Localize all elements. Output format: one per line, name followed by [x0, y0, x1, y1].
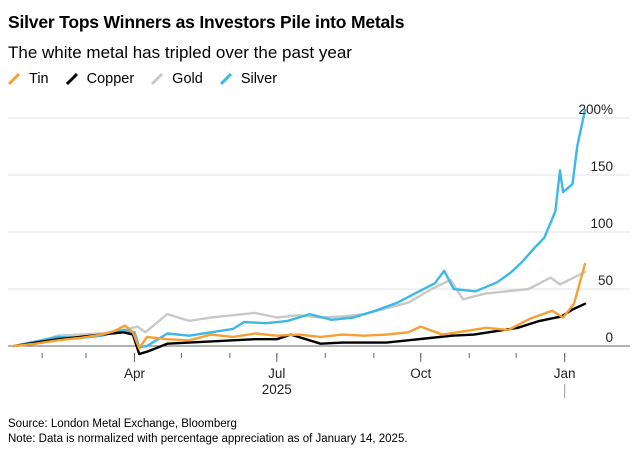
legend-item-tin: Tin — [8, 71, 49, 87]
legend-label-silver: Silver — [240, 71, 278, 87]
source-note: Source: London Metal Exchange, Bloomberg — [8, 418, 237, 430]
legend-label-copper: Copper — [86, 71, 135, 87]
y-tick-label: 100 — [590, 216, 613, 231]
chart-title: Silver Tops Winners as Investors Pile in… — [8, 12, 405, 32]
legend-label-gold: Gold — [172, 71, 203, 87]
legend-item-gold: Gold — [151, 71, 203, 87]
y-tick-label: 0 — [605, 330, 613, 345]
legend-item-copper: Copper — [65, 71, 135, 87]
y-axis-tick-labels: 0 50 100 150 200% — [578, 102, 613, 345]
x-tick-label: Jan — [554, 366, 576, 381]
data-note: Note: Data is normalized with percentage… — [8, 433, 408, 445]
chart-subtitle: The white metal has tripled over the pas… — [8, 43, 352, 62]
legend-swatch-tin — [8, 72, 21, 86]
series-lines — [12, 108, 587, 356]
x-year-label: 2025 — [262, 382, 292, 397]
x-tick-label: Oct — [410, 366, 431, 381]
legend-swatch-copper — [65, 72, 78, 86]
y-tick-label: 150 — [590, 159, 613, 174]
series-line-silver — [12, 108, 587, 349]
series-line-tin — [12, 262, 587, 350]
x-tick-label: Apr — [124, 366, 146, 381]
legend-swatch-silver — [219, 72, 232, 86]
gridlines — [8, 117, 630, 347]
legend: Tin Copper Gold Silver — [8, 71, 294, 87]
series-line-copper — [12, 302, 587, 356]
y-tick-label: 50 — [598, 273, 613, 288]
legend-item-silver: Silver — [219, 71, 278, 87]
x-tick-label: Jul — [268, 366, 285, 381]
legend-label-tin: Tin — [29, 71, 49, 87]
legend-swatch-gold — [151, 72, 164, 86]
x-axis: Apr Jul Oct Jan 2025 — [41, 353, 576, 398]
y-tick-label: 200% — [578, 102, 613, 117]
